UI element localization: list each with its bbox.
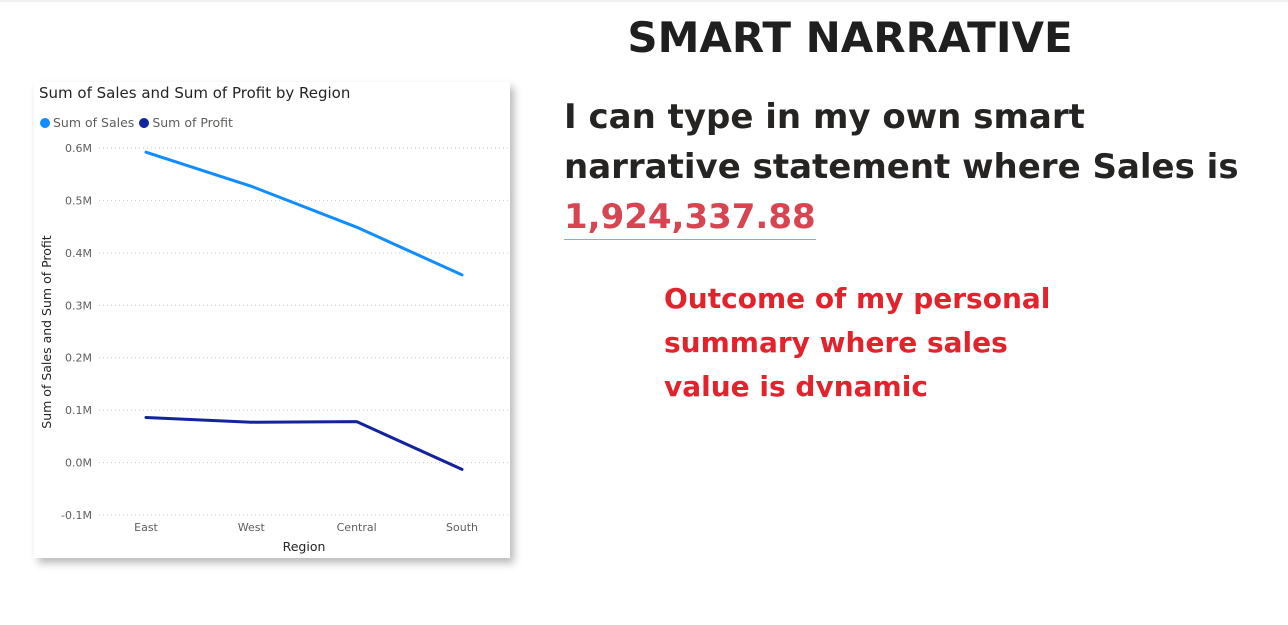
chart-title: Sum of Sales and Sum of Profit by Region bbox=[39, 84, 351, 102]
legend-label-sales: Sum of Sales bbox=[53, 115, 135, 130]
legend-item-profit[interactable]: Sum of Profit bbox=[139, 115, 233, 130]
y-axis-ticks: 0.6M 0.5M 0.4M 0.3M 0.2M 0.1M 0.0M -0.1M bbox=[61, 142, 92, 522]
legend-marker-profit bbox=[139, 117, 150, 128]
line-chart-visual[interactable]: 0.6M 0.5M 0.4M 0.3M 0.2M 0.1M 0.0M -0.1M East We… bbox=[34, 82, 510, 558]
smart-narrative-textbox[interactable]: I can type in my own smart narrative sta… bbox=[564, 92, 1264, 242]
y-tick-label: 0.1M bbox=[65, 404, 92, 417]
x-tick-label: Central bbox=[337, 521, 377, 534]
y-tick-label: 0.5M bbox=[65, 194, 92, 207]
series-line-sales[interactable] bbox=[144, 150, 464, 277]
y-tick-label: 0.0M bbox=[65, 457, 92, 470]
y-tick-label: -0.1M bbox=[61, 509, 92, 522]
x-axis-ticks: East West Central South bbox=[134, 521, 478, 534]
legend-item-sales[interactable]: Sum of Sales bbox=[40, 115, 134, 130]
x-tick-label: East bbox=[134, 521, 158, 534]
line-chart-svg: 0.6M 0.5M 0.4M 0.3M 0.2M 0.1M 0.0M -0.1M East We… bbox=[39, 142, 510, 554]
y-tick-label: 0.6M bbox=[65, 142, 92, 155]
series-line-profit[interactable] bbox=[144, 415, 464, 471]
y-tick-label: 0.4M bbox=[65, 247, 92, 260]
y-axis-title: Sum of Sales and Sum of Profit bbox=[39, 235, 54, 428]
narrative-sales-value[interactable]: 1,924,337.88 bbox=[564, 197, 816, 240]
y-tick-label: 0.3M bbox=[65, 299, 92, 312]
y-tick-label: 0.2M bbox=[65, 352, 92, 365]
x-tick-label: West bbox=[238, 521, 266, 534]
chart-legend: Sum of Sales Sum of Profit bbox=[40, 115, 238, 130]
page-title: SMART NARRATIVE bbox=[627, 13, 1073, 62]
x-tick-label: South bbox=[446, 521, 478, 534]
legend-label-profit: Sum of Profit bbox=[152, 115, 233, 130]
series-lines bbox=[144, 150, 464, 471]
legend-marker-sales bbox=[40, 117, 50, 128]
gridlines bbox=[99, 147, 510, 516]
x-axis-title: Region bbox=[283, 539, 326, 554]
annotation-textbox: Outcome of my personal summary where sal… bbox=[664, 282, 1051, 397]
narrative-text: I can type in my own smart narrative sta… bbox=[564, 97, 1239, 187]
